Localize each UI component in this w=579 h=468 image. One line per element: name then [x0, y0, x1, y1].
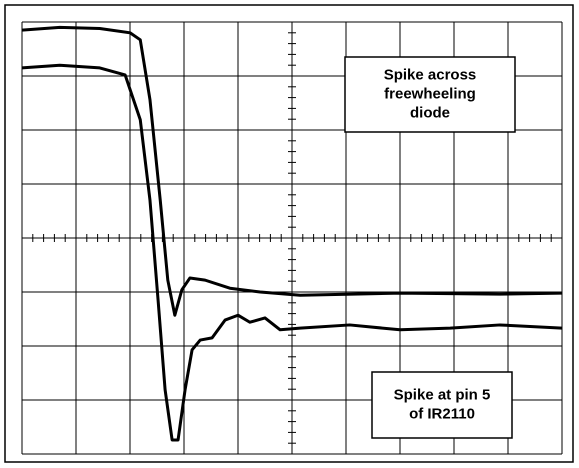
chart: Spike across freewheeling diode Spike at pi…	[0, 0, 579, 468]
annotation-text: freewheeling	[384, 85, 476, 102]
annotation-text: Spike at pin 5	[394, 386, 491, 403]
page: Spike across freewheeling diode Spike at pi…	[0, 0, 579, 468]
annotation-text: Spike across	[384, 66, 477, 83]
annotation-text: diode	[410, 104, 450, 121]
annotation-text: of IR2110	[409, 405, 475, 422]
